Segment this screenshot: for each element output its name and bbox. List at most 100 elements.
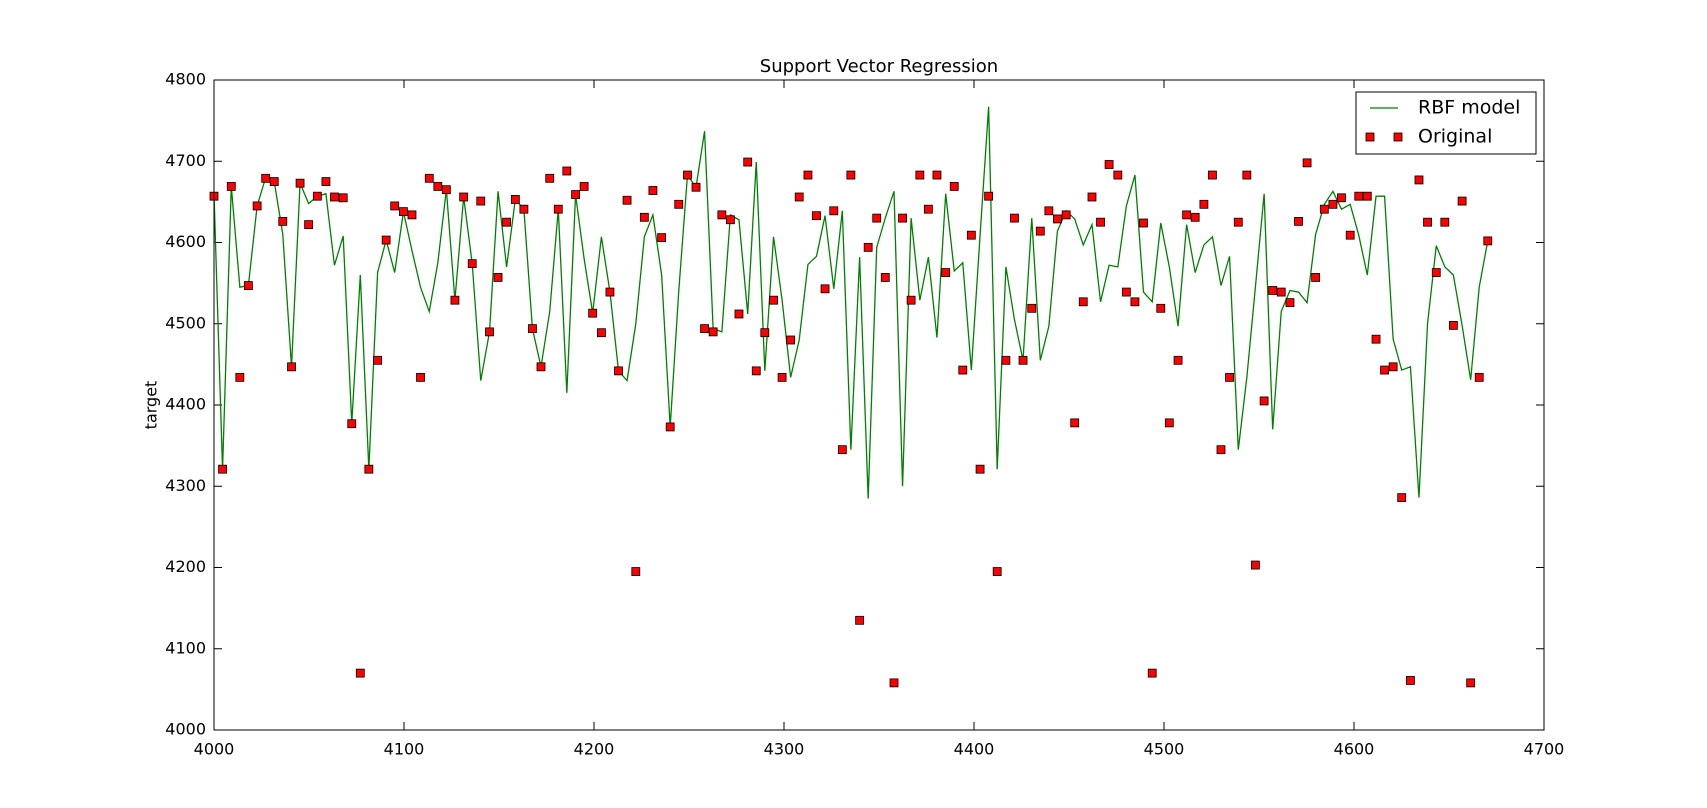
marker bbox=[1164, 418, 1174, 428]
marker bbox=[992, 567, 1002, 576]
marker bbox=[1285, 298, 1295, 308]
marker bbox=[433, 182, 443, 191]
x-tick-label: 4600 bbox=[1334, 740, 1375, 759]
marker bbox=[915, 170, 925, 180]
marker bbox=[820, 284, 830, 294]
x-tick-label: 4500 bbox=[1144, 740, 1185, 759]
marker bbox=[1010, 213, 1019, 223]
marker bbox=[683, 170, 692, 180]
marker bbox=[1397, 493, 1407, 503]
marker bbox=[373, 355, 382, 365]
marker bbox=[493, 273, 503, 282]
marker bbox=[941, 268, 951, 277]
marker bbox=[1319, 204, 1329, 214]
marker bbox=[269, 177, 279, 186]
marker bbox=[1388, 362, 1398, 372]
marker bbox=[949, 182, 959, 191]
marker bbox=[536, 362, 546, 372]
plot-area bbox=[209, 106, 1493, 688]
marker bbox=[1276, 287, 1286, 297]
marker bbox=[1362, 191, 1372, 201]
marker bbox=[1268, 286, 1278, 295]
marker bbox=[1035, 226, 1045, 236]
marker bbox=[562, 166, 572, 176]
y-tick-label: 4800 bbox=[165, 70, 206, 89]
marker bbox=[1027, 303, 1037, 313]
marker bbox=[287, 362, 296, 372]
marker bbox=[717, 210, 727, 220]
marker bbox=[726, 215, 735, 225]
marker bbox=[1474, 372, 1484, 382]
marker bbox=[648, 186, 658, 195]
marker bbox=[1053, 214, 1062, 224]
marker bbox=[691, 182, 701, 192]
marker bbox=[1096, 217, 1105, 227]
marker bbox=[1199, 199, 1209, 209]
marker bbox=[321, 177, 331, 186]
marker bbox=[485, 327, 494, 337]
marker bbox=[855, 615, 865, 625]
marker bbox=[467, 259, 477, 269]
marker bbox=[794, 192, 804, 202]
marker bbox=[528, 324, 537, 334]
axes-frame bbox=[213, 79, 1545, 731]
marker bbox=[889, 678, 899, 688]
marker bbox=[312, 191, 322, 201]
legend-marker bbox=[1393, 132, 1403, 142]
marker bbox=[459, 192, 469, 202]
marker bbox=[1018, 355, 1028, 365]
y-tick-label: 4600 bbox=[165, 232, 206, 251]
marker bbox=[674, 199, 684, 209]
marker bbox=[261, 173, 271, 183]
y-tick-label: 4000 bbox=[165, 720, 206, 739]
x-tick-label: 4000 bbox=[194, 740, 235, 759]
marker bbox=[545, 173, 555, 183]
marker bbox=[441, 185, 451, 195]
marker bbox=[614, 366, 623, 376]
marker bbox=[1337, 193, 1346, 203]
marker bbox=[330, 192, 339, 202]
x-tick-label: 4700 bbox=[1524, 740, 1565, 759]
marker bbox=[966, 230, 976, 240]
marker bbox=[476, 196, 486, 206]
marker bbox=[631, 567, 641, 576]
marker bbox=[1130, 297, 1140, 307]
marker bbox=[1242, 170, 1252, 180]
y-axis-label: target bbox=[142, 381, 161, 430]
marker bbox=[1483, 236, 1493, 246]
legend-label: Original bbox=[1418, 126, 1492, 148]
marker bbox=[924, 204, 933, 214]
marker bbox=[1294, 216, 1303, 226]
marker bbox=[932, 170, 942, 180]
marker bbox=[450, 295, 460, 305]
marker bbox=[837, 445, 847, 455]
marker bbox=[235, 372, 245, 382]
marker bbox=[1104, 160, 1114, 169]
marker bbox=[1147, 668, 1157, 678]
marker bbox=[906, 295, 916, 305]
marker bbox=[1190, 212, 1200, 222]
marker bbox=[846, 170, 856, 180]
marker bbox=[734, 309, 744, 319]
marker bbox=[708, 327, 718, 337]
marker bbox=[751, 366, 761, 376]
marker bbox=[829, 206, 839, 216]
marker bbox=[1259, 396, 1269, 406]
chart-title: Support Vector Regression bbox=[760, 56, 998, 77]
marker bbox=[880, 273, 890, 282]
marker bbox=[1182, 210, 1192, 220]
marker bbox=[1250, 560, 1260, 570]
marker bbox=[1371, 334, 1381, 344]
marker bbox=[243, 281, 253, 290]
marker bbox=[1328, 199, 1338, 209]
marker bbox=[355, 668, 365, 678]
marker bbox=[1078, 297, 1088, 307]
marker bbox=[1431, 268, 1441, 277]
marker bbox=[390, 201, 400, 211]
marker bbox=[502, 217, 512, 227]
marker bbox=[218, 464, 227, 474]
y-tick-label: 4700 bbox=[165, 151, 206, 170]
marker bbox=[1414, 175, 1424, 185]
marker bbox=[803, 170, 813, 180]
marker bbox=[347, 419, 357, 429]
